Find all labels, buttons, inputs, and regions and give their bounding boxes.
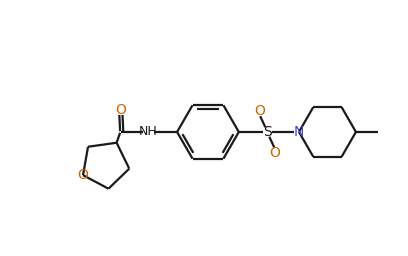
Text: N: N	[294, 125, 304, 139]
Text: O: O	[255, 104, 266, 118]
Text: O: O	[115, 103, 126, 117]
Text: S: S	[263, 125, 272, 139]
Text: O: O	[78, 168, 89, 182]
Text: NH: NH	[139, 125, 158, 138]
Text: O: O	[269, 145, 280, 159]
